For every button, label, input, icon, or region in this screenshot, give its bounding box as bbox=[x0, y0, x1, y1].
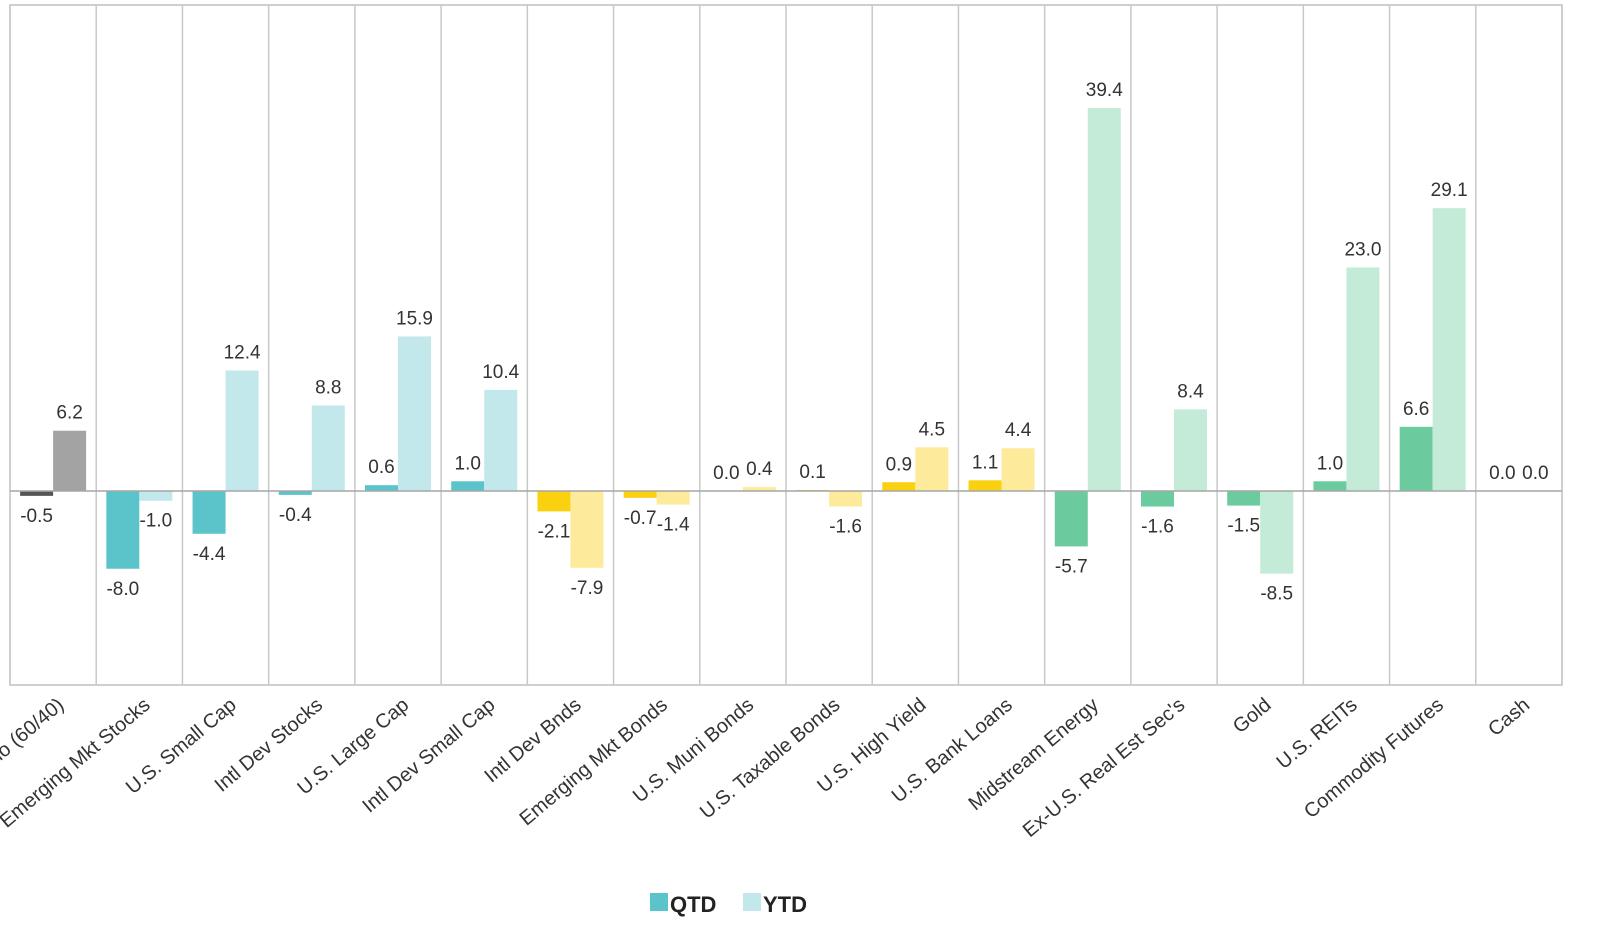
ytd-value-label: 4.5 bbox=[919, 419, 945, 440]
ytd-value-label: -7.9 bbox=[571, 578, 604, 599]
ytd-bar bbox=[311, 405, 345, 491]
qtd-bar bbox=[1399, 426, 1433, 491]
ytd-bar bbox=[484, 389, 518, 491]
category-label: Commodity Futures bbox=[1300, 694, 1448, 823]
ytd-value-label: 12.4 bbox=[224, 342, 261, 363]
qtd-bar bbox=[537, 491, 571, 512]
qtd-value-label: -0.4 bbox=[279, 505, 312, 526]
category-label: Gold bbox=[1229, 694, 1276, 738]
qtd-bar bbox=[1054, 491, 1088, 547]
ytd-bar bbox=[1260, 491, 1294, 574]
ytd-bar bbox=[1087, 108, 1121, 492]
qtd-value-label: -2.1 bbox=[538, 521, 571, 542]
qtd-bar bbox=[20, 491, 54, 496]
category-label: U.S. Taxable Bonds bbox=[696, 694, 844, 824]
ytd-value-label: 6.2 bbox=[56, 403, 82, 424]
qtd-bar bbox=[1141, 491, 1174, 507]
ytd-bar bbox=[139, 491, 173, 501]
qtd-bar bbox=[1227, 491, 1261, 506]
ytd-value-label: 0.0 bbox=[1522, 463, 1548, 484]
qtd-value-label: 0.1 bbox=[799, 462, 825, 483]
plot-grid bbox=[9, 4, 1563, 686]
qtd-bar bbox=[623, 491, 657, 498]
ytd-bar bbox=[1346, 267, 1380, 491]
qtd-value-label: 0.9 bbox=[886, 454, 912, 475]
qtd-value-label: 1.0 bbox=[455, 453, 481, 474]
ytd-bar bbox=[915, 447, 949, 491]
legend-swatch bbox=[743, 893, 761, 911]
qtd-bar bbox=[882, 482, 916, 491]
value-labels: -0.5 6.2 -8.0 -1.0 -4.4 12.4 -0.4 8.8 0.6 15.9 1.0… bbox=[20, 80, 1548, 605]
ytd-bar bbox=[829, 491, 863, 507]
bars bbox=[10, 108, 1562, 574]
ytd-bar bbox=[742, 487, 776, 491]
qtd-bar bbox=[968, 480, 1002, 491]
qtd-value-label: -5.7 bbox=[1055, 556, 1088, 577]
ytd-bar bbox=[398, 336, 431, 491]
qtd-value-label: 0.0 bbox=[713, 463, 739, 484]
ytd-value-label: 0.4 bbox=[746, 459, 773, 480]
ytd-bar bbox=[1001, 448, 1035, 491]
qtd-value-label: 0.6 bbox=[368, 457, 394, 478]
qtd-value-label: -4.4 bbox=[193, 544, 226, 565]
qtd-bar bbox=[1313, 481, 1347, 491]
qtd-value-label: 0.0 bbox=[1489, 463, 1515, 484]
ytd-bar bbox=[570, 491, 604, 568]
category-label: Emerging Mkt Bonds bbox=[516, 694, 672, 830]
qtd-bar bbox=[192, 491, 226, 534]
legend-label: QTD bbox=[670, 892, 716, 917]
ytd-bar bbox=[656, 491, 690, 505]
qtd-value-label: 6.6 bbox=[1403, 399, 1429, 420]
ytd-value-label: 10.4 bbox=[482, 362, 519, 383]
legend-swatch bbox=[650, 893, 668, 911]
qtd-value-label: -8.0 bbox=[106, 579, 139, 600]
ytd-value-label: 23.0 bbox=[1344, 239, 1381, 260]
qtd-value-label: -0.5 bbox=[20, 506, 53, 527]
qtd-bar bbox=[106, 491, 140, 569]
ytd-value-label: 4.4 bbox=[1005, 420, 1032, 441]
ytd-value-label: 39.4 bbox=[1086, 80, 1123, 101]
legend-label: YTD bbox=[763, 892, 807, 917]
ytd-bar bbox=[225, 370, 259, 491]
qtd-value-label: -1.6 bbox=[1141, 517, 1174, 538]
ytd-value-label: -1.4 bbox=[657, 515, 690, 536]
ytd-value-label: 8.4 bbox=[1177, 381, 1204, 402]
qtd-bar bbox=[278, 491, 312, 495]
ytd-bar bbox=[1432, 208, 1466, 491]
ytd-value-label: 29.1 bbox=[1431, 180, 1468, 201]
qtd-value-label: -0.7 bbox=[624, 508, 657, 529]
category-label: Emerging Mkt Stocks bbox=[0, 694, 155, 832]
ytd-value-label: -1.0 bbox=[139, 511, 172, 532]
ytd-bar bbox=[53, 430, 87, 491]
ytd-value-label: 8.8 bbox=[315, 377, 341, 398]
chart-legend: QTD YTD bbox=[650, 892, 807, 917]
qtd-bar bbox=[451, 481, 485, 491]
qtd-value-label: 1.1 bbox=[972, 452, 998, 473]
qtd-value-label: 1.0 bbox=[1317, 453, 1343, 474]
ytd-value-label: 15.9 bbox=[396, 308, 433, 329]
category-label: U.S. REITs bbox=[1273, 694, 1362, 774]
category-label: Ex-U.S. Real Est Sec's bbox=[1019, 694, 1189, 842]
ytd-value-label: -1.6 bbox=[829, 517, 862, 538]
ytd-value-label: -8.5 bbox=[1260, 584, 1293, 605]
qtd-bar bbox=[365, 485, 398, 491]
qtd-value-label: -1.5 bbox=[1227, 516, 1260, 537]
category-label: Cash bbox=[1484, 694, 1534, 741]
ytd-bar bbox=[1174, 409, 1207, 491]
category-labels: Balanced Portfolio (60/40)Emerging Mkt S… bbox=[0, 694, 1534, 859]
